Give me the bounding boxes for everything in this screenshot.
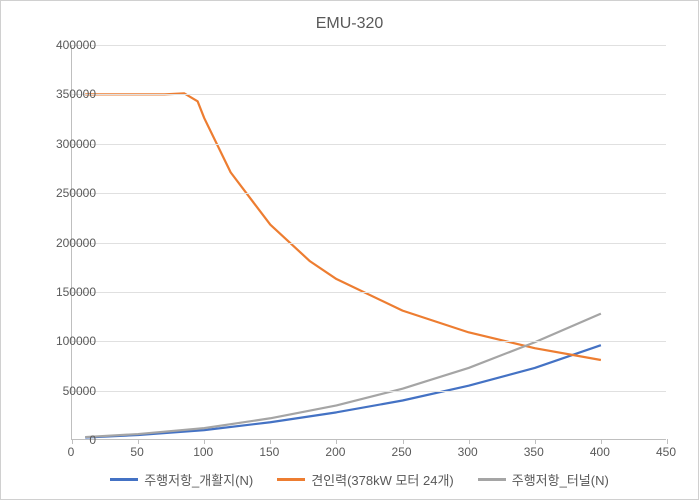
gridline	[72, 45, 666, 46]
legend: 주행저항_개활지(N) 견인력(378kW 모터 24개) 주행저항_터널(N)	[41, 470, 678, 489]
y-axis-label: 250000	[36, 186, 96, 200]
y-axis-label: 50000	[36, 384, 96, 398]
legend-label: 견인력(378kW 모터 24개)	[311, 470, 454, 489]
x-tick	[535, 439, 536, 444]
gridline	[72, 193, 666, 194]
legend-item: 주행저항_터널(N)	[478, 470, 609, 489]
y-axis-label: 350000	[36, 87, 96, 101]
series-line	[85, 314, 601, 437]
plot-area	[71, 45, 666, 440]
gridline	[72, 243, 666, 244]
x-tick	[667, 439, 668, 444]
y-axis-label: 200000	[36, 236, 96, 250]
legend-label: 주행저항_터널(N)	[512, 470, 609, 489]
chart-title: EMU-320	[1, 15, 698, 33]
y-axis-label: 100000	[36, 334, 96, 348]
legend-label: 주행저항_개활지(N)	[144, 470, 253, 489]
x-axis-label: 0	[51, 445, 91, 459]
gridline	[72, 94, 666, 95]
x-axis-label: 300	[448, 445, 488, 459]
x-axis-label: 100	[183, 445, 223, 459]
x-axis-label: 150	[249, 445, 289, 459]
x-tick	[336, 439, 337, 444]
gridline	[72, 292, 666, 293]
legend-swatch	[478, 478, 506, 481]
x-axis-label: 50	[117, 445, 157, 459]
x-tick	[204, 439, 205, 444]
x-axis-label: 400	[580, 445, 620, 459]
gridline	[72, 144, 666, 145]
series-line	[85, 93, 601, 360]
x-tick	[403, 439, 404, 444]
legend-item: 주행저항_개활지(N)	[110, 470, 253, 489]
y-axis-label: 400000	[36, 38, 96, 52]
gridline	[72, 341, 666, 342]
x-tick	[469, 439, 470, 444]
gridline	[72, 391, 666, 392]
x-axis-label: 350	[514, 445, 554, 459]
x-axis-label: 450	[646, 445, 686, 459]
y-axis-label: 300000	[36, 137, 96, 151]
x-axis-label: 200	[315, 445, 355, 459]
x-tick	[601, 439, 602, 444]
y-axis-label: 150000	[36, 285, 96, 299]
x-tick	[270, 439, 271, 444]
x-tick	[138, 439, 139, 444]
legend-swatch	[277, 478, 305, 481]
legend-swatch	[110, 478, 138, 481]
legend-item: 견인력(378kW 모터 24개)	[277, 470, 454, 489]
x-axis-label: 250	[382, 445, 422, 459]
chart-container: EMU-320 주행저항_개활지(N)견인력(378kW 모터 24개)주행저항…	[0, 0, 699, 500]
